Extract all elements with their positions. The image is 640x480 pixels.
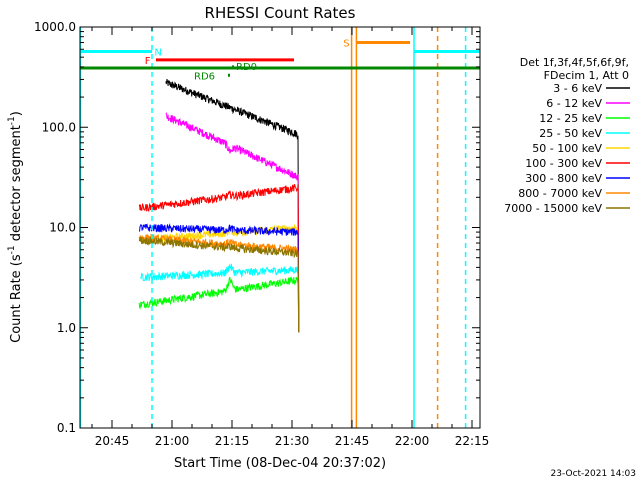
- legend-label-0: 3 - 6 keV: [553, 82, 602, 95]
- flag-label-n: N: [154, 47, 161, 58]
- flag-label-f: F: [145, 56, 151, 67]
- x-tick-label: 21:45: [335, 434, 370, 448]
- flag-label-rd6: RD6: [194, 71, 215, 82]
- legend-label-3: 25 - 50 keV: [539, 127, 602, 140]
- y-axis-label-main: Count Rate (s: [9, 254, 24, 343]
- footer-date: 23-Oct-2021 14:03: [551, 469, 636, 479]
- legend-header-0: Det 1f,3f,4f,5f,6f,9f,: [520, 56, 629, 69]
- legend-label-7: 800 - 7000 keV: [518, 187, 602, 200]
- x-axis-label: Start Time (08-Dec-04 20:37:02): [174, 456, 386, 471]
- chart-title: RHESSI Count Rates: [205, 4, 356, 22]
- series-line-6: [138, 223, 300, 333]
- series-line-8: [138, 236, 300, 333]
- x-tick-label: 22:15: [455, 434, 490, 448]
- x-tick-label: 22:00: [395, 434, 430, 448]
- y-tick-label: 0.1: [57, 421, 76, 435]
- legend-label-6: 300 - 800 keV: [525, 172, 602, 185]
- series-line-5: [138, 183, 300, 333]
- x-tick-label: 21:15: [215, 434, 250, 448]
- legend-label-5: 100 - 300 keV: [525, 157, 602, 170]
- flag-label-rd0: RD0: [236, 62, 257, 73]
- y-tick-label: 100.0: [42, 120, 76, 134]
- series-line-3: [140, 263, 300, 333]
- y-axis-label-sup1: -1: [7, 245, 17, 254]
- series-line-0: [165, 79, 300, 333]
- flag-label-s: S: [343, 39, 349, 50]
- y-axis-label-mid: detector segment: [9, 125, 24, 245]
- x-tick-label: 21:30: [275, 434, 310, 448]
- y-axis-label-sup2: -1: [7, 116, 17, 125]
- y-tick-label: 10.0: [49, 221, 76, 235]
- legend-header-1: FDecim 1, Att 0: [544, 69, 629, 82]
- y-axis-label-end: ): [9, 111, 24, 116]
- legend-label-1: 6 - 12 keV: [546, 97, 602, 110]
- y-axis-label: Count Rate (s-1 detector segment-1): [7, 111, 24, 343]
- y-tick-label: 1.0: [57, 321, 76, 335]
- legend-label-8: 7000 - 15000 keV: [504, 202, 602, 215]
- legend-label-2: 12 - 25 keV: [539, 112, 602, 125]
- y-tick-label: 1000.0: [34, 20, 76, 34]
- x-tick-label: 21:00: [155, 434, 190, 448]
- x-tick-label: 20:45: [95, 434, 130, 448]
- legend-label-4: 50 - 100 keV: [532, 142, 602, 155]
- series-line-7: [138, 233, 300, 333]
- series-line-1: [165, 111, 300, 333]
- series-line-2: [138, 276, 300, 333]
- series-line-4: [138, 223, 300, 333]
